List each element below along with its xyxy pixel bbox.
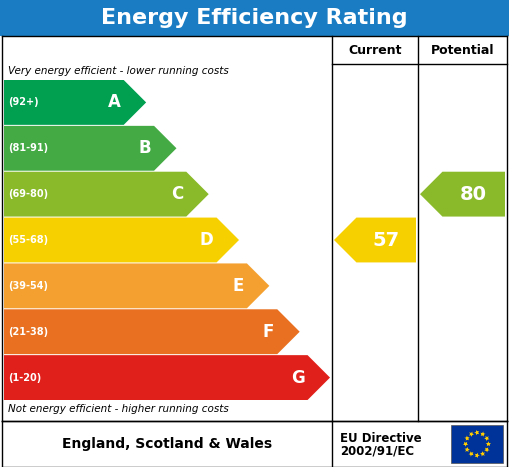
Text: (39-54): (39-54) — [8, 281, 48, 291]
Text: F: F — [263, 323, 274, 341]
Polygon shape — [484, 436, 490, 441]
Polygon shape — [4, 263, 269, 308]
Text: (69-80): (69-80) — [8, 189, 48, 199]
Text: G: G — [291, 368, 304, 387]
Text: (92+): (92+) — [8, 98, 39, 107]
Text: 57: 57 — [373, 231, 400, 249]
Bar — [0, 0, 509, 36]
Polygon shape — [475, 453, 480, 458]
Text: EU Directive: EU Directive — [340, 432, 421, 445]
Polygon shape — [485, 447, 490, 453]
Text: 80: 80 — [460, 184, 487, 204]
Text: Very energy efficient - lower running costs: Very energy efficient - lower running co… — [8, 66, 229, 76]
Polygon shape — [474, 430, 479, 435]
Polygon shape — [334, 218, 416, 262]
Text: Energy Efficiency Rating: Energy Efficiency Rating — [101, 8, 408, 28]
Text: (55-68): (55-68) — [8, 235, 48, 245]
Text: Not energy efficient - higher running costs: Not energy efficient - higher running co… — [8, 404, 229, 414]
Text: 2002/91/EC: 2002/91/EC — [340, 445, 414, 458]
Text: England, Scotland & Wales: England, Scotland & Wales — [62, 437, 272, 451]
Polygon shape — [420, 172, 505, 217]
Polygon shape — [4, 218, 239, 262]
Text: Current: Current — [348, 43, 402, 57]
Polygon shape — [480, 451, 485, 456]
Polygon shape — [4, 355, 330, 400]
Text: E: E — [233, 277, 244, 295]
Text: (81-91): (81-91) — [8, 143, 48, 153]
Text: Potential: Potential — [431, 43, 494, 57]
Text: A: A — [108, 93, 121, 112]
Text: C: C — [171, 185, 183, 203]
Text: D: D — [200, 231, 214, 249]
Text: (1-20): (1-20) — [8, 373, 41, 382]
Polygon shape — [4, 80, 146, 125]
Polygon shape — [463, 442, 468, 447]
Polygon shape — [465, 447, 470, 452]
Polygon shape — [480, 432, 486, 437]
Polygon shape — [4, 126, 177, 171]
Text: B: B — [138, 139, 151, 157]
Polygon shape — [469, 432, 474, 437]
Polygon shape — [486, 441, 491, 446]
Polygon shape — [464, 436, 470, 441]
Text: (21-38): (21-38) — [8, 327, 48, 337]
Polygon shape — [468, 451, 474, 457]
Polygon shape — [4, 309, 300, 354]
Polygon shape — [4, 172, 209, 217]
Bar — [451, 425, 503, 463]
